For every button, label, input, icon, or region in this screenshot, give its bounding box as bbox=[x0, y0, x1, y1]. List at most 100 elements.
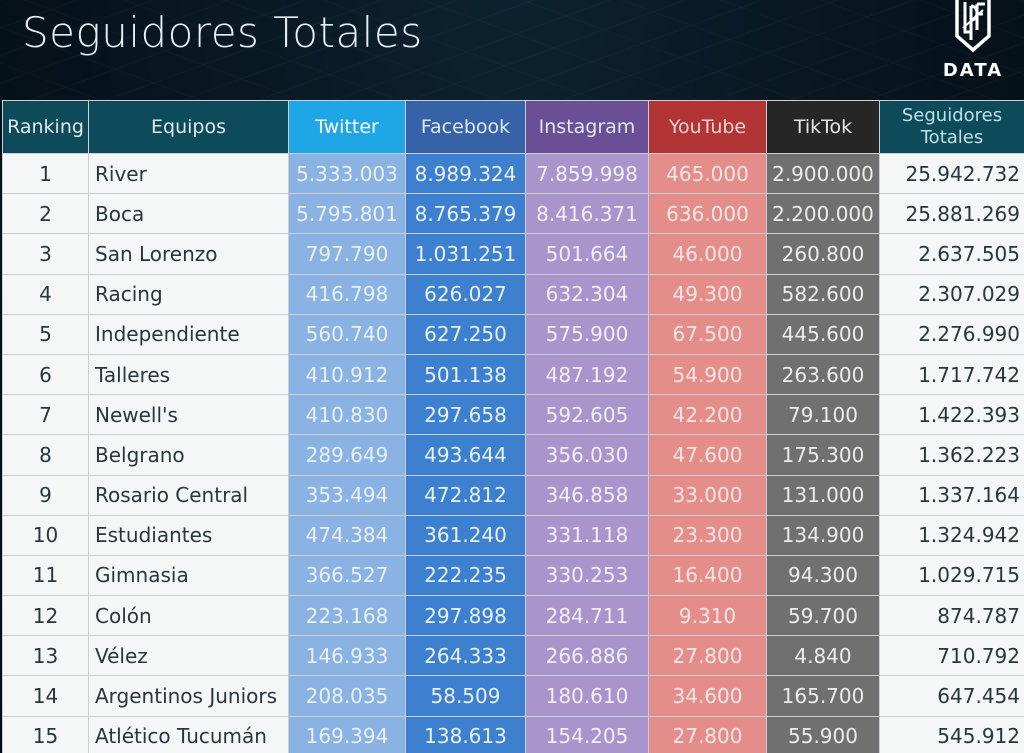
cell-instagram: 331.118 bbox=[525, 514, 649, 556]
cell-total: 1.362.223 bbox=[879, 434, 1024, 476]
cell-instagram: 487.192 bbox=[525, 353, 649, 396]
cell-rank: 1 bbox=[2, 152, 89, 195]
column-header-total: Seguidores Totales bbox=[879, 100, 1024, 154]
cell-twitter: 797.790 bbox=[288, 233, 406, 275]
cell-tiktok: 263.600 bbox=[766, 353, 880, 396]
cell-instagram: 266.886 bbox=[525, 635, 649, 677]
cell-team: San Lorenzo bbox=[88, 233, 289, 275]
cell-total: 2.637.505 bbox=[879, 233, 1024, 275]
cell-total: 1.324.942 bbox=[879, 514, 1024, 556]
cell-team: Boca bbox=[88, 193, 289, 235]
cell-tiktok: 55.900 bbox=[766, 715, 880, 753]
cell-twitter: 416.798 bbox=[288, 273, 406, 315]
cell-youtube: 54.900 bbox=[648, 353, 767, 396]
total-header-line2: Totales bbox=[920, 127, 984, 148]
cell-team: Argentinos Juniors bbox=[88, 675, 289, 717]
cell-youtube: 16.400 bbox=[648, 554, 767, 597]
cell-twitter: 366.527 bbox=[288, 554, 406, 597]
cell-twitter: 208.035 bbox=[288, 675, 406, 717]
cell-instagram: 284.711 bbox=[525, 595, 649, 637]
table-row: 7 Newell's 410.830 297.658 592.605 42.200 79.1… bbox=[2, 394, 1024, 436]
column-header-ranking: Ranking bbox=[2, 100, 89, 154]
cell-facebook: 297.658 bbox=[405, 394, 526, 436]
table-row: 9 Rosario Central 353.494 472.812 346.858 33.… bbox=[2, 474, 1024, 516]
cell-youtube: 636.000 bbox=[648, 193, 767, 235]
cell-total: 25.881.269 bbox=[879, 193, 1024, 235]
cell-twitter: 5.333.003 bbox=[288, 152, 406, 195]
cell-team: Belgrano bbox=[88, 434, 289, 476]
table-row: 4 Racing 416.798 626.027 632.304 49.300 582.60… bbox=[2, 273, 1024, 315]
cell-twitter: 289.649 bbox=[288, 434, 406, 476]
cell-instagram: 330.253 bbox=[525, 554, 649, 597]
cell-total: 874.787 bbox=[879, 595, 1024, 637]
cell-team: Estudiantes bbox=[88, 514, 289, 556]
cell-youtube: 46.000 bbox=[648, 233, 767, 275]
cell-twitter: 223.168 bbox=[288, 595, 406, 637]
cell-instagram: 501.664 bbox=[525, 233, 649, 275]
cell-facebook: 222.235 bbox=[405, 554, 526, 597]
header-row: Ranking Equipos Twitter Facebook Instagr… bbox=[2, 100, 1024, 154]
cell-facebook: 472.812 bbox=[405, 474, 526, 516]
page-title: Seguidores Totales bbox=[22, 8, 423, 57]
column-header-tiktok: TikTok bbox=[766, 100, 880, 154]
total-header-line1: Seguidores bbox=[901, 105, 1003, 126]
cell-twitter: 410.912 bbox=[288, 353, 406, 396]
column-header-team: Equipos bbox=[88, 100, 289, 154]
cell-tiktok: 94.300 bbox=[766, 554, 880, 597]
cell-rank: 12 bbox=[2, 595, 89, 637]
cell-tiktok: 134.900 bbox=[766, 514, 880, 556]
cell-instagram: 632.304 bbox=[525, 273, 649, 315]
table-row: 10 Estudiantes 474.384 361.240 331.118 23.300… bbox=[2, 514, 1024, 556]
cell-rank: 5 bbox=[2, 313, 89, 355]
cell-tiktok: 582.600 bbox=[766, 273, 880, 315]
cell-tiktok: 165.700 bbox=[766, 675, 880, 717]
cell-team: Newell's bbox=[88, 394, 289, 436]
table-row: 2 Boca 5.795.801 8.765.379 8.416.371 636.000 2… bbox=[2, 193, 1024, 235]
cell-rank: 4 bbox=[2, 273, 89, 315]
cell-team: Atlético Tucumán bbox=[88, 715, 289, 753]
cell-instagram: 180.610 bbox=[525, 675, 649, 717]
cell-team: River bbox=[88, 152, 289, 195]
column-header-twitter: Twitter bbox=[288, 100, 406, 154]
cell-facebook: 297.898 bbox=[405, 595, 526, 637]
cell-facebook: 493.644 bbox=[405, 434, 526, 476]
cell-tiktok: 175.300 bbox=[766, 434, 880, 476]
cell-facebook: 138.613 bbox=[405, 715, 526, 753]
cell-rank: 2 bbox=[2, 193, 89, 235]
cell-total: 1.029.715 bbox=[879, 554, 1024, 597]
cell-total: 1.422.393 bbox=[879, 394, 1024, 436]
cell-youtube: 9.310 bbox=[648, 595, 767, 637]
background-texture bbox=[0, 0, 1024, 100]
cell-twitter: 353.494 bbox=[288, 474, 406, 516]
cell-tiktok: 445.600 bbox=[766, 313, 880, 355]
lpf-shield-icon bbox=[955, 0, 991, 53]
cell-team: Talleres bbox=[88, 353, 289, 396]
table-row: 6 Talleres 410.912 501.138 487.192 54.900 263.… bbox=[2, 353, 1024, 396]
column-header-youtube: YouTube bbox=[648, 100, 767, 154]
cell-rank: 6 bbox=[2, 353, 89, 396]
table-row: 1 River 5.333.003 8.989.324 7.859.998 465.000… bbox=[2, 152, 1024, 195]
cell-tiktok: 2.900.000 bbox=[766, 152, 880, 195]
cell-twitter: 474.384 bbox=[288, 514, 406, 556]
cell-youtube: 67.500 bbox=[648, 313, 767, 355]
cell-facebook: 627.250 bbox=[405, 313, 526, 355]
column-header-instagram: Instagram bbox=[525, 100, 649, 154]
cell-instagram: 592.605 bbox=[525, 394, 649, 436]
cell-youtube: 27.800 bbox=[648, 715, 767, 753]
cell-tiktok: 59.700 bbox=[766, 595, 880, 637]
table-row: 15 Atlético Tucumán 169.394 138.613 154.205 2… bbox=[2, 715, 1024, 753]
cell-rank: 14 bbox=[2, 675, 89, 717]
logo-text: DATA bbox=[942, 60, 1004, 81]
cell-facebook: 8.765.379 bbox=[405, 193, 526, 235]
cell-team: Rosario Central bbox=[88, 474, 289, 516]
cell-youtube: 47.600 bbox=[648, 434, 767, 476]
table-row: 8 Belgrano 289.649 493.644 356.030 47.600 175.… bbox=[2, 434, 1024, 476]
cell-rank: 13 bbox=[2, 635, 89, 677]
cell-instagram: 154.205 bbox=[525, 715, 649, 753]
cell-rank: 10 bbox=[2, 514, 89, 556]
cell-total: 25.942.732 bbox=[879, 152, 1024, 195]
cell-youtube: 23.300 bbox=[648, 514, 767, 556]
cell-facebook: 8.989.324 bbox=[405, 152, 526, 195]
table-row: 11 Gimnasia 366.527 222.235 330.253 16.400 94.… bbox=[2, 554, 1024, 597]
cell-instagram: 346.858 bbox=[525, 474, 649, 516]
